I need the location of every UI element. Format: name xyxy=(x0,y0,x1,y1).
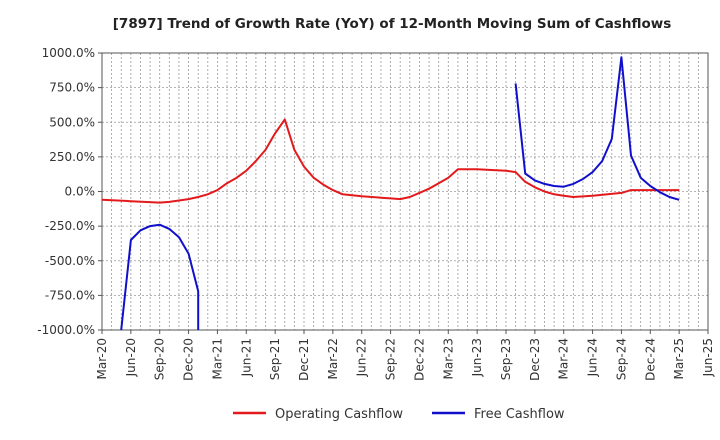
series-line-operating-cashflow xyxy=(102,118,680,204)
series-line-free-cashflow xyxy=(514,56,680,201)
x-tick-label: Jun-24 xyxy=(586,338,600,377)
legend: Operating Cashflow Free Cashflow xyxy=(233,407,565,422)
x-tick-label: Jun-23 xyxy=(470,338,484,377)
chart-title: [7897] Trend of Growth Rate (YoY) of 12-… xyxy=(113,16,672,32)
y-tick-label: -250.0% xyxy=(45,219,95,233)
x-tick-label: Sep-24 xyxy=(614,338,628,380)
x-tick-label: Jun-22 xyxy=(355,338,369,377)
series-layer xyxy=(102,56,680,330)
x-tick-label: Dec-24 xyxy=(643,338,657,381)
x-axis-ticks: Mar-20 Jun-20 Sep-20 Dec-20 Mar-21 Jun-21 Sep-… xyxy=(95,330,715,381)
legend-label-operating-cashflow: Operating Cashflow xyxy=(275,407,403,422)
x-tick-label: Jun-25 xyxy=(701,338,715,377)
x-tick-label: Jun-21 xyxy=(239,338,253,377)
x-tick-label: Mar-25 xyxy=(672,338,686,379)
x-tick-label: Mar-21 xyxy=(210,338,224,379)
y-tick-label: 250.0% xyxy=(49,150,95,164)
y-tick-label: 1000.0% xyxy=(42,46,95,60)
x-tick-label: Sep-22 xyxy=(384,338,398,380)
x-tick-label: Dec-20 xyxy=(182,338,196,381)
legend-label-free-cashflow: Free Cashflow xyxy=(474,407,565,422)
x-tick-label: Jun-20 xyxy=(124,338,138,377)
x-tick-label: Dec-21 xyxy=(297,338,311,381)
x-tick-label: Mar-24 xyxy=(557,338,571,379)
x-tick-label: Mar-20 xyxy=(95,338,109,379)
y-tick-label: -750.0% xyxy=(45,288,95,302)
y-tick-label: 0.0% xyxy=(65,185,96,199)
x-tick-label: Mar-23 xyxy=(441,338,455,379)
y-tick-label: 500.0% xyxy=(49,115,95,129)
x-tick-label: Sep-23 xyxy=(499,338,513,380)
y-axis-ticks: 1000.0% 750.0% 500.0% 250.0% 0.0% -250.0% -500… xyxy=(37,46,102,337)
x-tick-label: Mar-22 xyxy=(326,338,340,379)
x-tick-label: Sep-21 xyxy=(268,338,282,380)
y-tick-label: -1000.0% xyxy=(37,323,95,337)
x-tick-label: Sep-20 xyxy=(153,338,167,380)
series-line-free-cashflow xyxy=(120,223,200,330)
x-tick-label: Dec-23 xyxy=(528,338,542,381)
x-tick-label: Dec-22 xyxy=(412,338,426,381)
y-tick-label: 750.0% xyxy=(49,81,95,95)
y-tick-label: -500.0% xyxy=(45,254,95,268)
